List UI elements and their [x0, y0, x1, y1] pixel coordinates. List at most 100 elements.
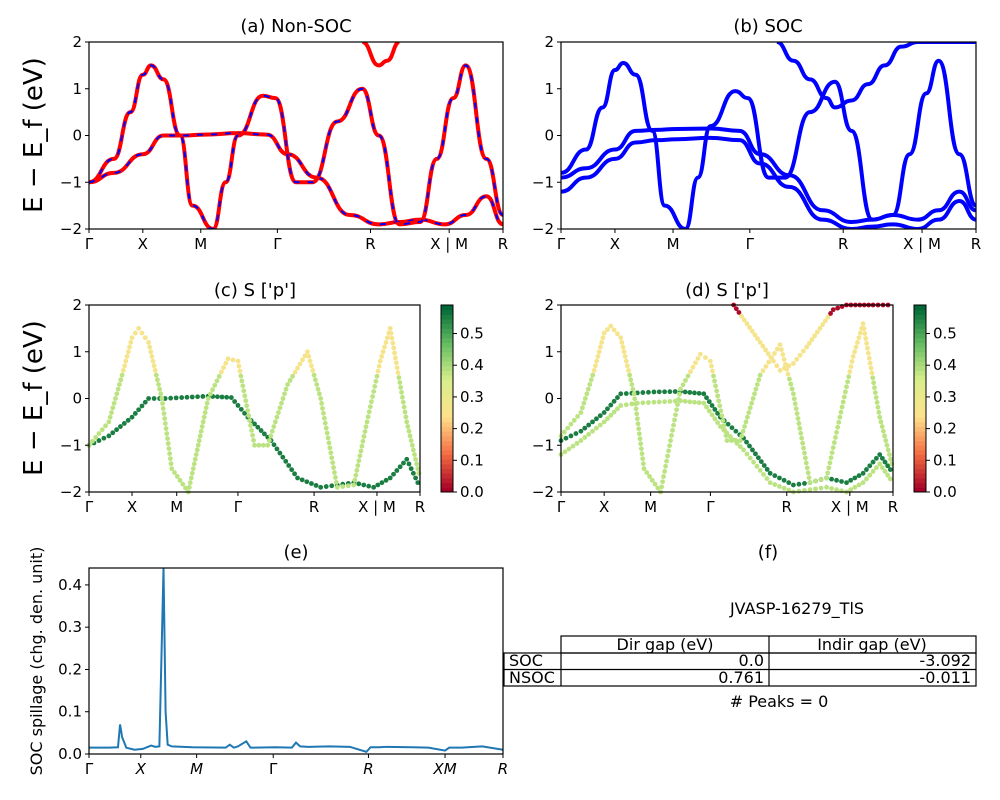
band-point-d	[721, 423, 727, 429]
band-point-c	[199, 424, 205, 429]
xtick-label-c: X | M	[358, 498, 396, 516]
band-point-c	[244, 403, 250, 409]
band-point-d	[866, 355, 872, 361]
band-point-d	[600, 335, 606, 341]
band-point-c	[268, 433, 274, 439]
band-point-c	[391, 471, 396, 477]
band-point-c	[375, 482, 381, 488]
band-point-d	[605, 416, 610, 422]
colorbar-tick-label-d: 0.3	[933, 388, 957, 406]
band-point-d	[856, 482, 862, 488]
band-point-c	[282, 391, 287, 397]
band-point-d	[590, 428, 595, 434]
colorbar-segment-c	[441, 389, 453, 395]
band-point-c	[326, 440, 332, 446]
band-point-d	[771, 358, 776, 364]
band-point-d	[667, 389, 673, 395]
band-point-d	[838, 409, 844, 415]
band-point-d	[753, 386, 759, 392]
colorbar-segment-c	[441, 398, 453, 404]
band-point-d	[797, 425, 803, 431]
band-point-d	[712, 378, 717, 384]
band-point-d	[646, 400, 651, 405]
band-point-d	[727, 434, 733, 439]
band-point-c	[371, 484, 377, 490]
band-point-d	[840, 399, 846, 405]
band-point-d	[626, 368, 631, 373]
band-point-d	[761, 472, 766, 477]
band-point-d	[830, 445, 836, 450]
band-point-d	[757, 372, 763, 378]
ytick-label-b: −1	[532, 173, 554, 191]
colorbar-segment-d	[914, 482, 926, 488]
band-point-c	[186, 484, 192, 490]
band-point-d	[663, 463, 668, 469]
band-point-c	[316, 391, 322, 397]
band-point-d	[623, 391, 629, 396]
band-point-c	[162, 416, 168, 421]
band-point-d	[870, 375, 876, 381]
band-point-c	[168, 395, 174, 401]
band-point-d	[739, 313, 745, 319]
band-point-d	[863, 336, 869, 341]
band-point-d	[876, 409, 882, 415]
band-point-c	[391, 345, 397, 351]
band-point-c	[374, 373, 380, 379]
band-point-d	[763, 364, 769, 369]
band-point-d	[581, 400, 587, 406]
band-point-c	[323, 425, 329, 431]
band-point-d	[634, 411, 640, 417]
band-point-c	[323, 484, 329, 489]
colorbar-segment-c	[441, 337, 453, 343]
band-point-c	[205, 396, 211, 401]
colorbar-segment-c	[441, 370, 453, 376]
band-point-d	[687, 399, 693, 405]
band-point-d	[588, 377, 594, 383]
band-point-d	[651, 389, 657, 395]
band-point-c	[146, 396, 151, 401]
band-point-d	[566, 446, 572, 452]
band-point-c	[195, 394, 200, 400]
band-point-d	[662, 469, 667, 474]
peaks-count: # Peaks = 0	[730, 692, 829, 711]
axes-frame-a	[88, 41, 504, 230]
band-point-c	[162, 421, 168, 426]
band-point-d	[836, 419, 842, 425]
band-point-d	[646, 389, 651, 395]
band-point-c	[117, 382, 122, 387]
band-point-d	[884, 442, 890, 448]
band-point-d	[809, 337, 815, 342]
band-point-c	[329, 455, 335, 461]
ytick-label-b: 2	[544, 33, 554, 51]
band-point-c	[321, 410, 326, 416]
band-point-c	[375, 368, 381, 374]
band-point-c	[286, 463, 292, 468]
band-point-d	[627, 372, 633, 378]
band-point-d	[848, 487, 854, 493]
band-point-c	[152, 368, 158, 373]
colorbar-tick-label-d: 0.2	[933, 420, 957, 438]
xtick-label-e: Γ	[85, 760, 94, 778]
band-point-d	[839, 404, 845, 410]
band-point-c	[383, 477, 389, 483]
band-point-d	[875, 404, 881, 410]
band-point-d	[714, 388, 720, 394]
band-point-d	[632, 396, 638, 402]
band-point-d	[718, 408, 724, 414]
band-point-c	[118, 377, 124, 383]
band-point-d	[791, 391, 796, 397]
colorbar-segment-c	[441, 375, 453, 381]
band-point-d	[777, 483, 782, 489]
colorbar-segment-c	[441, 463, 453, 470]
band-point-d	[747, 405, 753, 411]
band-point-d	[825, 470, 831, 476]
ytick-label-e: 0.1	[58, 703, 82, 721]
band-point-d	[640, 456, 646, 462]
band-point-c	[161, 411, 167, 416]
band-point-c	[406, 428, 412, 434]
band-point-c	[271, 442, 277, 448]
band-point-c	[364, 419, 370, 425]
band-point-d	[590, 372, 596, 378]
band-point-d	[698, 351, 703, 357]
band-point-d	[715, 420, 720, 426]
